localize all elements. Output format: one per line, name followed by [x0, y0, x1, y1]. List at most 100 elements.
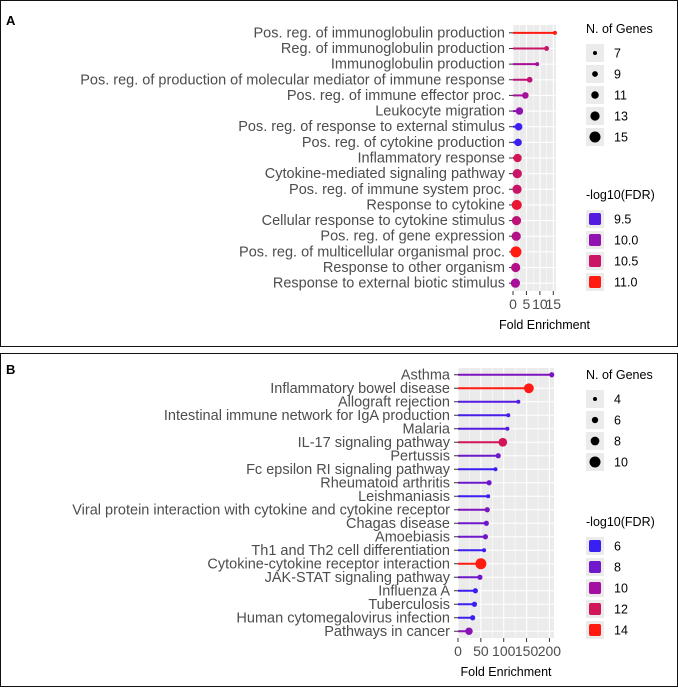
chart-a-x-tick-label: 0 — [509, 296, 517, 312]
chart-a-point — [511, 262, 521, 273]
chart-a-category-label: Pos. reg. of response to external stimul… — [238, 119, 505, 135]
chart-b-category-label: Viral protein interaction with cytokine … — [72, 502, 450, 518]
chart-b-color-legend-swatch — [589, 603, 601, 615]
chart-a-point — [512, 184, 522, 194]
chart-b-point — [493, 467, 498, 472]
chart-b-point — [483, 520, 489, 526]
chart-a-size-legend-dot — [590, 111, 600, 121]
chart-a-point — [514, 138, 522, 147]
chart-b-x-tick-label: 0 — [454, 643, 462, 659]
chart-b-color-legend-swatch — [589, 582, 601, 594]
chart-b-category-label: Fc epsilon RI signaling pathway — [246, 462, 451, 478]
chart-a-point — [510, 246, 522, 258]
chart-b-x-axis-label: Fold Enrichment — [460, 665, 552, 679]
chart-a-point — [514, 122, 523, 131]
chart-b-category-label: Pertussis — [390, 448, 450, 464]
chart-a-size-legend-dot — [591, 91, 599, 99]
chart-a-point — [513, 153, 522, 163]
chart-a-size-legend-dot — [592, 71, 598, 77]
chart-a-category-label: Leukocyte migration — [375, 104, 505, 120]
chart-b-point — [471, 601, 478, 607]
chart-b-category-label: Amoebiasis — [375, 529, 450, 545]
chart-b-category-label: Human cytomegalovirus infection — [236, 610, 450, 626]
chart-a-point — [510, 278, 521, 288]
panel-a: A Pos. reg. of immunoglobulin production… — [0, 0, 678, 347]
chart-b-category-label: Leishmaniasis — [358, 489, 450, 505]
chart-a-category-label: Response to external biotic stimulus — [273, 276, 505, 292]
chart-b-point — [482, 548, 487, 553]
chart-a-point — [512, 169, 522, 179]
chart-a-point — [522, 92, 529, 99]
chart-b-point — [484, 507, 490, 513]
chart-b-category-label: Tuberculosis — [368, 597, 450, 613]
chart-a-size-legend-label: 15 — [614, 131, 628, 145]
chart-a-x-tick-label: 15 — [546, 296, 562, 312]
chart-b-category-label: Rheumatoid arthritis — [320, 475, 450, 491]
chart-b-x-tick-label: 100 — [492, 643, 516, 659]
chart-a-color-legend-label: 11.0 — [614, 276, 637, 290]
chart-b-color-legend-swatch — [589, 561, 601, 573]
chart-b-size-legend-dot — [591, 416, 599, 424]
chart-a-size-legend-label: 9 — [614, 68, 621, 82]
chart-b-point — [486, 480, 492, 486]
chart-b-point — [465, 627, 473, 635]
chart-b-size-legend-dot — [589, 456, 601, 468]
chart-b-color-legend-label: 14 — [614, 624, 628, 638]
chart-b-point — [486, 494, 491, 499]
chart-b-point — [477, 574, 483, 580]
chart-b-plot-bg — [458, 368, 554, 638]
chart-b-point — [516, 399, 521, 404]
chart-b-category-label: Pathways in cancer — [324, 624, 450, 640]
chart-b-point — [475, 558, 487, 570]
chart-b-category-label: Influenza A — [378, 583, 450, 599]
chart-b-size-legend-dot — [593, 397, 597, 401]
chart-b-category-label: Intestinal immune network for IgA produc… — [164, 408, 450, 424]
panel-a-label: A — [6, 13, 16, 28]
chart-b-category-label: Asthma — [401, 367, 451, 383]
chart-b-category-label: IL-17 signaling pathway — [298, 435, 451, 451]
chart-b-point — [505, 426, 510, 431]
chart-b-color-legend-title: -log10(FDR) — [586, 515, 655, 529]
chart-b-color-legend-label: 10 — [614, 582, 628, 596]
chart-a-size-legend-label: 7 — [614, 47, 621, 61]
chart-b-point — [495, 453, 501, 459]
chart-b-color-legend-label: 8 — [614, 561, 621, 575]
chart-b-size-legend-label: 4 — [614, 393, 621, 407]
chart-a-x-tick-label: 5 — [523, 296, 531, 312]
chart-a-category-label: Pos. reg. of immunoglobulin production — [254, 25, 505, 41]
chart-b-category-label: Malaria — [402, 421, 450, 437]
chart-b-color-legend-swatch — [589, 540, 601, 552]
chart-a-size-legend-dot — [589, 131, 601, 143]
chart-a-color-legend-label: 10.5 — [614, 255, 638, 269]
chart-b-color-legend-swatch — [589, 624, 601, 636]
chart-a-category-label: Reg. of immunoglobulin production — [281, 41, 505, 57]
chart-a-category-label: Pos. reg. of production of molecular med… — [80, 72, 505, 88]
chart-b-x-tick-label: 150 — [515, 643, 539, 659]
chart-b-x-tick-label: 50 — [473, 643, 489, 659]
chart-a-point — [515, 107, 524, 115]
chart-a-category-label: Cellular response to cytokine stimulus — [262, 213, 505, 229]
chart-b-category-label: JAK-STAT signaling pathway — [265, 570, 451, 586]
chart-a-point — [552, 30, 557, 35]
chart-a-x-tick-label: 10 — [532, 296, 548, 312]
chart-b-size-legend-dot — [590, 436, 600, 446]
chart-a-size-legend-label: 13 — [614, 110, 628, 124]
chart-a-color-legend-swatch — [589, 255, 601, 267]
chart-a-category-label: Inflammatory response — [358, 151, 505, 167]
chart-a-color-legend-swatch — [589, 213, 601, 225]
chart-b-category-label: Th1 and Th2 cell differentiation — [251, 543, 450, 559]
chart-a-point — [544, 46, 550, 51]
chart-a-color-legend-label: 9.5 — [614, 213, 631, 227]
chart-a-color-legend-swatch — [589, 234, 601, 246]
chart-a-category-label: Pos. reg. of immune effector proc. — [287, 88, 505, 104]
chart-a-color-legend-label: 10.0 — [614, 234, 638, 248]
chart-a-category-label: Pos. reg. of cytokine production — [302, 135, 505, 151]
chart-a-category-label: Pos. reg. of immune system proc. — [289, 182, 505, 198]
chart-b-x-tick-label: 200 — [538, 643, 562, 659]
chart-a-x-axis-label: Fold Enrichment — [499, 318, 591, 332]
chart-b-point — [549, 372, 555, 378]
chart-b-category-label: Cytokine-cytokine receptor interaction — [207, 556, 450, 572]
chart-a-category-label: Pos. reg. of multicellular organismal pr… — [239, 244, 505, 260]
chart-a-color-legend-title: -log10(FDR) — [586, 188, 655, 202]
